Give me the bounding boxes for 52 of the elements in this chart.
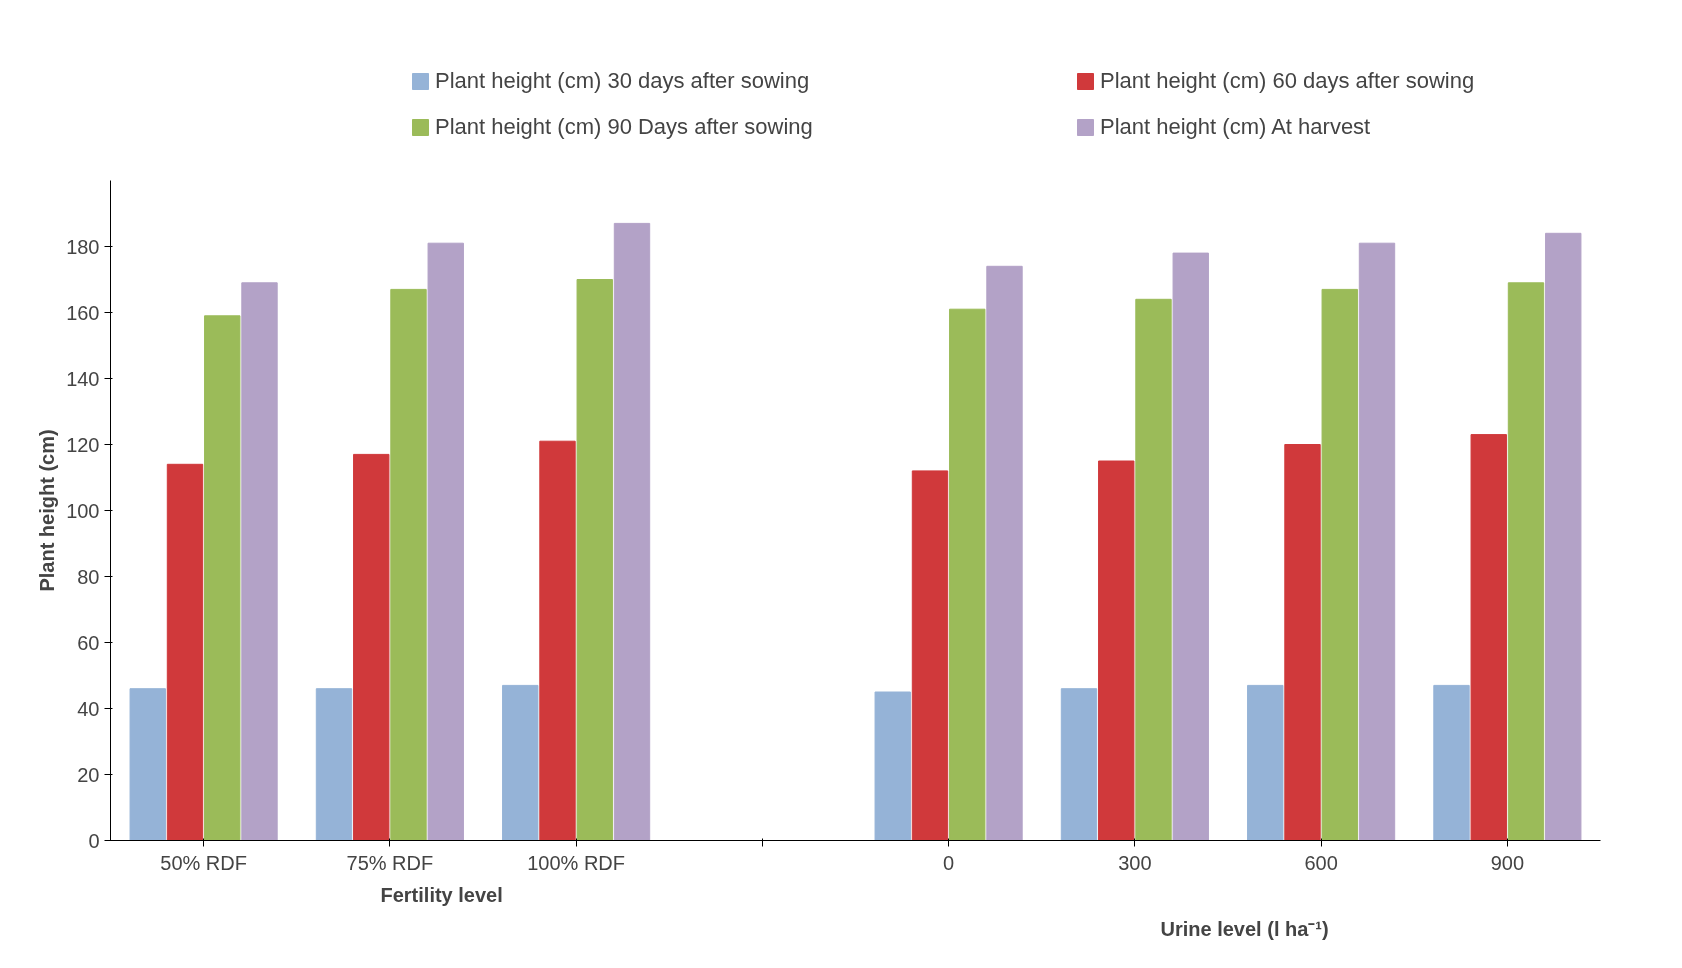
bar: [613, 222, 651, 841]
bar: [539, 440, 576, 841]
bar: [1098, 460, 1135, 841]
x-tick-label: 300: [1118, 851, 1152, 874]
bar: [166, 463, 204, 841]
legend-label: Plant height (cm) 90 Days after sowing: [435, 114, 814, 140]
y-tick-label: 140: [66, 367, 100, 390]
bar: [1358, 242, 1396, 841]
bar: [1545, 232, 1582, 841]
y-tick-label: 160: [66, 301, 100, 324]
legend-label: Plant height (cm) At harvest: [1100, 114, 1372, 140]
x-tick-label: 50% RDF: [160, 851, 247, 874]
y-tick-label: 0: [88, 829, 100, 852]
bar: [315, 688, 353, 841]
bar: [390, 288, 427, 841]
legend-label: Plant height (cm) 30 days after sowing: [435, 68, 811, 94]
bar: [353, 453, 390, 841]
y-tick-label: 100: [66, 499, 100, 522]
x-axis-title: Fertility level: [380, 883, 503, 906]
y-axis-title: Plant height (cm): [36, 429, 59, 592]
bar: [874, 691, 911, 841]
bar: [576, 279, 613, 841]
x-tick-label: 75% RDF: [346, 851, 434, 874]
x-tick-label: 0: [943, 851, 955, 874]
bar: [204, 315, 241, 841]
bar: [241, 282, 278, 841]
y-tick-label: 180: [66, 235, 100, 258]
text: Urine level (l ha⁻¹): [1160, 917, 1329, 940]
y-tick-label: 80: [77, 565, 100, 588]
bar: [949, 308, 986, 841]
y-tick-label: 20: [77, 763, 100, 786]
y-tick-label: 120: [66, 433, 100, 456]
bar: [911, 470, 949, 841]
x-tick-label: 900: [1490, 851, 1525, 874]
bar: [1507, 282, 1545, 841]
bar: [1060, 688, 1098, 841]
bar: [1135, 298, 1172, 841]
bar: [1470, 434, 1507, 841]
x-tick-label: 600: [1304, 851, 1338, 874]
y-tick-label: 40: [77, 697, 100, 720]
bar: [1284, 444, 1321, 841]
bar: [1321, 288, 1358, 841]
bar: [986, 265, 1023, 841]
bar: [502, 684, 539, 841]
bar: [1172, 252, 1209, 841]
legend-label: Plant height (cm) 60 days after sowing: [1100, 68, 1476, 94]
bar: [1247, 684, 1284, 841]
y-tick-label: 60: [77, 631, 100, 654]
bar: [129, 688, 166, 841]
bar: [427, 242, 464, 841]
bar: [1433, 684, 1470, 841]
x-tick-label: 100% RDF: [527, 851, 626, 874]
